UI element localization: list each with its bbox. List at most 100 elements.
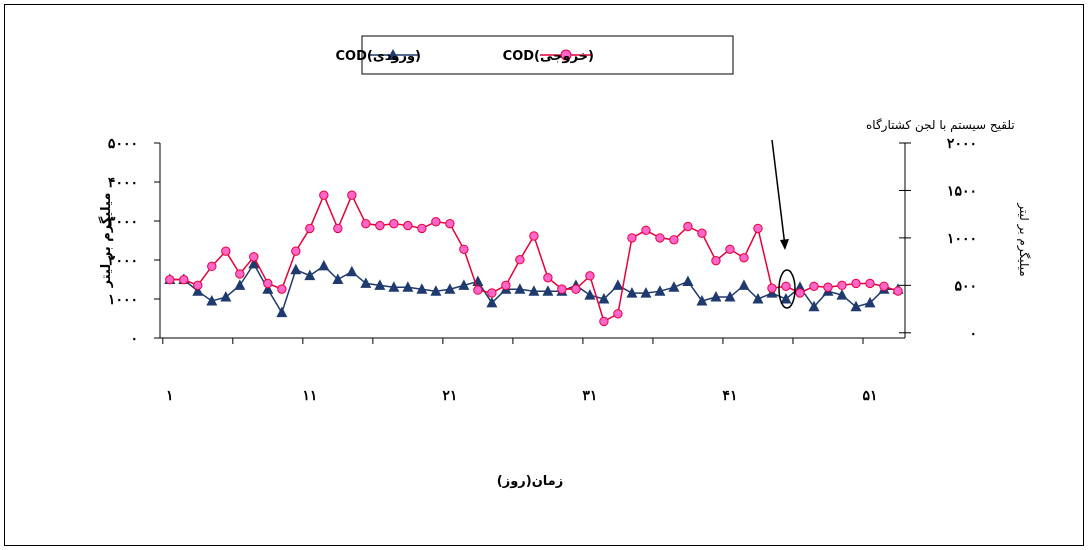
outlet-point xyxy=(459,244,469,254)
outlet-point xyxy=(865,278,875,289)
x-axis-title: زمان(روز) xyxy=(497,474,563,489)
outlet-point xyxy=(879,281,889,291)
outlet-point xyxy=(753,223,763,234)
left-tick-label: ۲۰۰۰ xyxy=(108,253,138,269)
outlet-point xyxy=(599,316,609,327)
outlet-point xyxy=(725,244,735,254)
inlet-point xyxy=(248,257,260,269)
inlet-point xyxy=(458,279,470,290)
outlet-point xyxy=(795,288,805,298)
inlet-point xyxy=(192,285,204,296)
x-tick-label: ۲۱ xyxy=(442,388,457,404)
inlet-point xyxy=(752,293,764,304)
outlet-point xyxy=(711,255,721,266)
outlet-point xyxy=(669,235,679,245)
annotation-arrow-head xyxy=(780,239,789,250)
outlet-point xyxy=(767,283,777,293)
annotation-arrow-line xyxy=(771,139,786,247)
inlet-point xyxy=(430,285,442,296)
inlet-point xyxy=(696,294,708,306)
inlet-point xyxy=(780,293,792,304)
outlet-point xyxy=(627,233,637,243)
x-tick-label: ۳۱ xyxy=(582,388,597,404)
outlet-point xyxy=(781,281,791,291)
right-tick-label: ۱۰۰۰ xyxy=(947,231,977,247)
inlet-point xyxy=(528,285,540,296)
inlet-point xyxy=(612,279,624,290)
inlet-point xyxy=(724,291,736,302)
inlet-point xyxy=(542,285,554,296)
inlet-point xyxy=(332,273,344,284)
legend-inlet-label: COD(ورودی) xyxy=(335,49,421,64)
outlet-point xyxy=(613,309,623,319)
inlet-point xyxy=(514,283,526,294)
left-ticks: ۰ ۱۰۰۰ ۲۰۰۰ ۳۰۰۰ ۴۰۰۰ ۵۰۰۰ xyxy=(108,136,160,347)
outlet-point xyxy=(249,252,259,262)
right-tick-label: ۵۰۰ xyxy=(954,278,977,294)
left-tick-label: ۵۰۰۰ xyxy=(108,136,138,152)
outlet-point xyxy=(837,280,847,291)
outlet-point xyxy=(529,231,539,241)
outlet-point xyxy=(557,284,567,294)
inlet-point xyxy=(360,277,372,288)
inlet-point xyxy=(444,283,456,294)
inlet-point xyxy=(318,259,330,271)
outlet-point xyxy=(207,261,217,272)
outlet-point xyxy=(389,218,399,229)
x-tick-label: ۱ xyxy=(166,388,174,404)
outlet-point xyxy=(417,223,427,234)
inlet-point xyxy=(584,289,596,300)
inlet-point xyxy=(220,291,232,302)
outlet-point xyxy=(515,255,525,265)
inlet-point xyxy=(654,285,666,296)
outlet-point xyxy=(235,269,245,279)
inlet-point xyxy=(346,265,358,277)
inlet-point xyxy=(710,291,722,302)
outlet-point xyxy=(501,280,511,291)
outlet-point xyxy=(165,274,175,285)
inlet-point xyxy=(416,283,428,294)
inlet-point xyxy=(598,293,610,304)
left-tick-label: ۴۰۰۰ xyxy=(108,175,138,191)
annotation-ellipse xyxy=(778,269,796,309)
right-ticks: ۰ ۵۰۰ ۱۰۰۰ ۱۵۰۰ ۲۰۰۰ xyxy=(899,136,977,342)
x-tick-label: ۵۱ xyxy=(862,388,877,404)
inlet-point xyxy=(850,300,862,312)
outlet-point xyxy=(683,221,693,232)
outlet-point xyxy=(305,223,315,234)
outlet-point xyxy=(473,285,483,295)
inlet-point xyxy=(808,300,820,312)
inlet-point xyxy=(682,275,694,286)
right-tick-label: ۰ xyxy=(969,326,977,342)
left-tick-label: ۳۰۰۰ xyxy=(108,214,138,230)
left-axis-title: میلیگرم بر لیتر xyxy=(98,193,114,289)
outlet-point xyxy=(361,218,371,229)
inlet-point xyxy=(668,281,680,292)
x-ticks: ۱ ۱۱ ۲۱ ۳۱ ۴۱ ۵۱ xyxy=(162,338,878,404)
inlet-point xyxy=(738,279,750,290)
outlet-point xyxy=(585,271,595,281)
inlet-point xyxy=(640,287,652,298)
inlet-point xyxy=(290,263,302,275)
outlet-point xyxy=(291,246,301,256)
left-tick-label: ۰ xyxy=(130,331,138,347)
outlet-point xyxy=(431,217,441,227)
outlet-point xyxy=(445,218,455,229)
legend-outlet-label: COD(خروجی) xyxy=(503,49,594,64)
inlet-point xyxy=(836,289,848,300)
outlet-point xyxy=(221,246,231,256)
outlet-point xyxy=(179,274,189,285)
inlet-point xyxy=(374,279,386,290)
outlet-point xyxy=(403,220,413,231)
outlet-point xyxy=(347,190,357,200)
legend-inlet-marker xyxy=(387,49,399,60)
inlet-point xyxy=(864,296,876,308)
outlet-point xyxy=(487,288,497,298)
outlet-point xyxy=(893,286,903,296)
series-layer xyxy=(164,190,904,327)
inlet-point xyxy=(206,294,218,306)
x-tick-label: ۴۱ xyxy=(722,388,737,404)
right-tick-label: ۱۵۰۰ xyxy=(947,183,977,199)
outlet-point xyxy=(543,273,553,283)
